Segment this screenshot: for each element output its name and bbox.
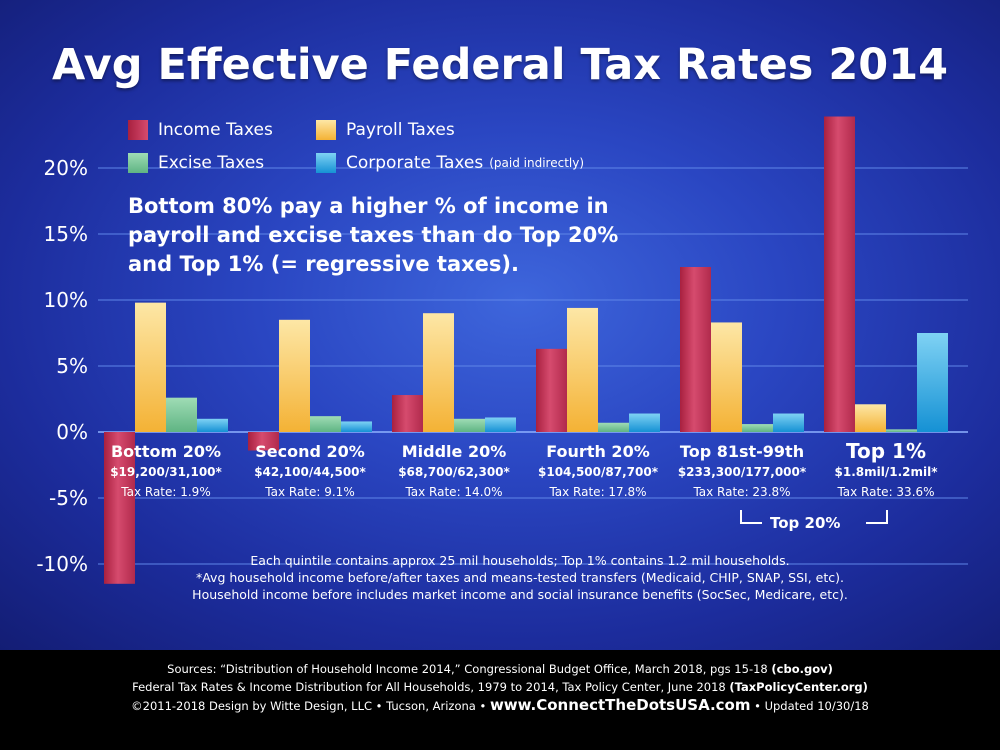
legend-label-excise: Excise Taxes <box>158 153 265 173</box>
legend-note-corporate: (paid indirectly) <box>489 156 585 170</box>
category-tax-rate: Tax Rate: 1.9% <box>120 485 210 499</box>
category-income: $233,300/177,000* <box>678 465 807 479</box>
category-label: Top 1% <box>846 439 926 463</box>
footnote-income-definition: *Avg household income before/after taxes… <box>195 570 844 585</box>
bar-payroll <box>279 319 310 432</box>
headline-callout: Bottom 80% pay a higher % of income in p… <box>128 194 619 276</box>
category-label: Bottom 20% <box>111 442 221 461</box>
bar-payroll <box>135 302 166 432</box>
footnote-income-before: Household income before includes market … <box>192 587 848 602</box>
bar-payroll <box>567 307 598 432</box>
y-tick-label: -10% <box>36 552 88 576</box>
legend-item-income: Income Taxes <box>128 118 273 142</box>
y-tick-label: 10% <box>44 288 88 312</box>
bar-income <box>392 395 423 432</box>
bar-income <box>104 432 135 584</box>
category-tax-rate: Tax Rate: 17.8% <box>548 485 646 499</box>
bar-corporate <box>485 417 516 432</box>
bar-corporate <box>917 333 948 432</box>
legend-swatch-payroll <box>316 120 336 140</box>
legend-swatch-corporate <box>316 153 336 173</box>
footer-source-tpc: Federal Tax Rates & Income Distribution … <box>132 680 868 694</box>
bar-excise <box>742 424 773 432</box>
legend-swatch-excise <box>128 153 148 173</box>
y-tick-label: 15% <box>44 222 88 246</box>
category-income: $104,500/87,700* <box>538 465 659 479</box>
category-tax-rate: Tax Rate: 23.8% <box>692 485 790 499</box>
y-tick-label: 0% <box>56 420 88 444</box>
bar-excise <box>598 422 629 432</box>
bar-chart: 20% 15% 10% 5% 0% -5% -10% Bottom 20% $19,200/31… <box>36 116 968 584</box>
category-income: $68,700/62,300* <box>398 465 510 479</box>
sources-footer: Sources: “Distribution of Household Inco… <box>0 650 1000 750</box>
top20-bracket <box>740 510 888 524</box>
category-label: Second 20% <box>255 442 365 461</box>
top20-bracket-label: Top 20% <box>770 514 841 532</box>
category-income: $42,100/44,500* <box>254 465 366 479</box>
category-tax-rate: Tax Rate: 9.1% <box>264 485 354 499</box>
bar-excise <box>454 418 485 432</box>
website-link[interactable]: www.ConnectTheDotsUSA.com <box>489 696 751 714</box>
footer-credits: ©2011-2018 Design by Witte Design, LLC •… <box>131 696 869 714</box>
legend-label-payroll: Payroll Taxes <box>346 120 455 140</box>
bar-payroll <box>423 313 454 432</box>
category-tax-rate: Tax Rate: 33.6% <box>836 485 934 499</box>
bar-income <box>248 432 279 451</box>
y-tick-label: 5% <box>56 354 88 378</box>
bar-excise <box>886 429 917 432</box>
bar-income <box>824 116 855 433</box>
footer-source-cbo: Sources: “Distribution of Household Inco… <box>167 662 833 676</box>
legend-label-corporate: Corporate Taxes <box>346 153 484 173</box>
bar-payroll <box>855 404 886 432</box>
legend-item-payroll: Payroll Taxes <box>316 118 455 142</box>
footnote-households: Each quintile contains approx 25 mil hou… <box>250 553 790 568</box>
bar-income <box>536 348 567 432</box>
legend-label-income: Income Taxes <box>158 120 273 140</box>
bar-payroll <box>711 322 742 432</box>
y-tick-label: 20% <box>44 156 88 180</box>
chart-title: Avg Effective Federal Tax Rates 2014 <box>51 40 949 90</box>
category-label: Middle 20% <box>402 442 507 461</box>
bar-income <box>680 267 711 432</box>
category-label: Fourth 20% <box>546 442 649 461</box>
category-tax-rate: Tax Rate: 14.0% <box>404 485 502 499</box>
bar-excise <box>310 416 341 432</box>
legend-item-corporate: Corporate Taxes (paid indirectly) <box>316 151 584 175</box>
bar-corporate <box>773 413 804 432</box>
y-tick-label: -5% <box>49 486 88 510</box>
footnotes: Each quintile contains approx 25 mil hou… <box>110 552 930 603</box>
bar-corporate <box>197 418 228 432</box>
category-label: Top 81st-99th <box>680 442 804 461</box>
category-income: $1.8mil/1.2mil* <box>835 465 939 479</box>
bar-corporate <box>629 413 660 432</box>
legend-swatch-income <box>128 120 148 140</box>
legend-item-excise: Excise Taxes <box>128 151 264 175</box>
bar-corporate <box>341 421 372 432</box>
category-income: $19,200/31,100* <box>110 465 222 479</box>
bar-excise <box>166 397 197 432</box>
